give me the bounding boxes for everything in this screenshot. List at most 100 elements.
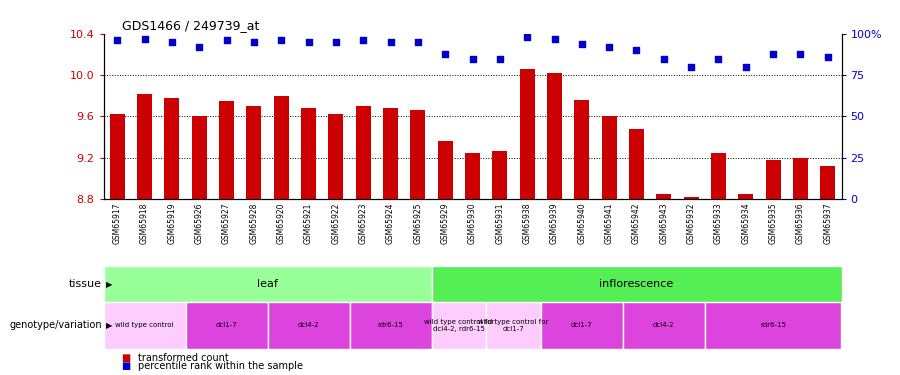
Point	[274, 38, 288, 44]
Text: ▶: ▶	[106, 321, 112, 330]
Text: wild type control for
dcl1-7: wild type control for dcl1-7	[478, 319, 549, 332]
Text: GSM65920: GSM65920	[276, 202, 285, 244]
Bar	[492, 152, 508, 199]
Text: GSM65926: GSM65926	[194, 202, 203, 244]
Point	[657, 56, 671, 62]
Text: GSM65917: GSM65917	[112, 202, 122, 244]
Bar	[711, 153, 726, 199]
Bar	[820, 166, 835, 199]
Text: wild type control: wild type control	[115, 322, 174, 328]
Bar	[547, 73, 562, 199]
Point	[438, 51, 453, 57]
Bar	[356, 106, 371, 199]
Bar	[274, 96, 289, 199]
Point	[328, 39, 343, 45]
Point	[465, 56, 480, 62]
Bar	[465, 153, 480, 199]
Bar	[328, 114, 344, 199]
Text: GSM65931: GSM65931	[495, 202, 504, 244]
Bar	[137, 94, 152, 199]
Point	[383, 39, 398, 45]
Text: percentile rank within the sample: percentile rank within the sample	[138, 361, 302, 371]
Point	[247, 39, 261, 45]
Text: GSM65919: GSM65919	[167, 202, 176, 244]
Bar	[766, 160, 780, 199]
Bar	[738, 194, 753, 199]
Text: ■: ■	[122, 352, 130, 363]
Text: GSM65924: GSM65924	[386, 202, 395, 244]
Text: GSM65925: GSM65925	[413, 202, 422, 244]
Bar	[705, 302, 842, 349]
Bar	[684, 197, 698, 199]
Point	[821, 54, 835, 60]
Text: leaf: leaf	[257, 279, 278, 289]
Point	[220, 38, 234, 44]
Bar	[349, 302, 431, 349]
Text: dcl4-2: dcl4-2	[298, 322, 320, 328]
Bar	[104, 302, 185, 349]
Point	[684, 64, 698, 70]
Point	[574, 40, 589, 46]
Point	[356, 38, 371, 44]
Text: GSM65937: GSM65937	[824, 202, 832, 244]
Text: ▶: ▶	[106, 280, 112, 289]
Bar	[541, 302, 623, 349]
Text: GSM65932: GSM65932	[687, 202, 696, 244]
Bar	[623, 302, 705, 349]
Text: genotype/variation: genotype/variation	[9, 320, 102, 330]
Text: GSM65938: GSM65938	[523, 202, 532, 244]
Bar	[601, 116, 617, 199]
Point	[547, 36, 562, 42]
Bar	[247, 106, 261, 199]
Text: inflorescence: inflorescence	[599, 279, 673, 289]
Text: rdr6-15: rdr6-15	[378, 322, 403, 328]
Point	[739, 64, 753, 70]
Text: rdr6-15: rdr6-15	[760, 322, 786, 328]
Text: GSM65918: GSM65918	[140, 202, 149, 243]
Text: dcl1-7: dcl1-7	[571, 322, 593, 328]
Point	[711, 56, 725, 62]
Bar	[301, 108, 316, 199]
Text: GSM65929: GSM65929	[441, 202, 450, 244]
Point	[492, 56, 507, 62]
Bar	[267, 302, 349, 349]
Text: transformed count: transformed count	[138, 352, 229, 363]
Bar	[574, 100, 590, 199]
Point	[793, 51, 807, 57]
Text: GSM65942: GSM65942	[632, 202, 641, 244]
Text: GSM65921: GSM65921	[304, 202, 313, 243]
Bar	[219, 101, 234, 199]
Bar	[629, 129, 644, 199]
Text: GSM65935: GSM65935	[769, 202, 778, 244]
Bar	[486, 302, 541, 349]
Point	[110, 38, 124, 44]
Text: GSM65940: GSM65940	[577, 202, 586, 244]
Bar	[383, 108, 398, 199]
Text: dcl4-2: dcl4-2	[653, 322, 675, 328]
Bar	[431, 302, 486, 349]
Bar	[431, 266, 842, 302]
Point	[520, 34, 535, 40]
Bar	[437, 141, 453, 199]
Text: dcl1-7: dcl1-7	[216, 322, 238, 328]
Point	[602, 44, 616, 50]
Point	[629, 47, 643, 53]
Bar	[165, 98, 179, 199]
Bar	[656, 194, 671, 199]
Text: GSM65923: GSM65923	[359, 202, 368, 244]
Bar	[410, 110, 426, 199]
Point	[766, 51, 780, 57]
Text: GSM65939: GSM65939	[550, 202, 559, 244]
Bar	[104, 266, 431, 302]
Point	[302, 39, 316, 45]
Text: GSM65943: GSM65943	[660, 202, 669, 244]
Point	[165, 39, 179, 45]
Text: GSM65922: GSM65922	[331, 202, 340, 243]
Text: GSM65928: GSM65928	[249, 202, 258, 243]
Text: tissue: tissue	[68, 279, 102, 289]
Point	[138, 36, 152, 42]
Text: wild type control for
dcl4-2, rdr6-15: wild type control for dcl4-2, rdr6-15	[424, 319, 494, 332]
Text: GSM65936: GSM65936	[796, 202, 805, 244]
Bar	[185, 302, 267, 349]
Text: GSM65927: GSM65927	[222, 202, 231, 244]
